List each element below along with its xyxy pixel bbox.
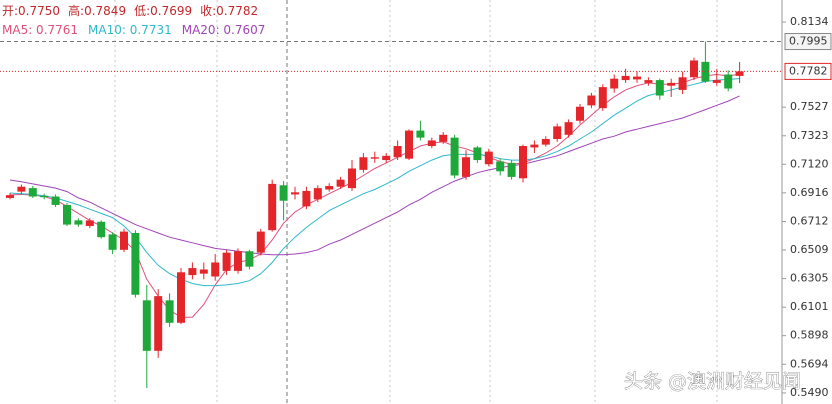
y-tick-label: 0.5898 [790,329,829,342]
candle-body [279,185,288,201]
candle-body [302,190,311,207]
candle-body [154,296,163,351]
candle-body [131,233,140,295]
candle-body [473,147,482,161]
candle-body [633,76,641,80]
y-tick-label: 0.6916 [790,186,829,199]
last-price-box [784,62,832,80]
candle-body [188,268,197,276]
y-tick-label: 0.5694 [790,357,829,370]
legend-entry: MA20: 0.7607 [182,23,266,37]
candle-body [598,87,607,109]
candle-body [268,183,277,231]
candle-body [63,204,71,225]
candle-body [427,140,436,147]
candle-body [17,186,26,192]
y-tick-label: 0.7120 [790,157,829,170]
candle-body [678,77,687,90]
candle-body [234,251,242,271]
candle-body [484,151,493,165]
ohlc-item: 收:0.7782 [200,4,258,18]
y-tick-label: 0.5490 [790,386,829,399]
watermark: 头条 @澳洲财经见闻 [624,371,801,393]
y-tick-label: 0.6712 [790,214,829,227]
y-tick-label: 0.6509 [790,243,829,256]
candle-body [553,126,562,140]
candle-body [120,231,128,250]
candle-body [74,220,83,225]
candle-body [245,251,254,267]
candle-body [256,231,265,253]
candle-body [211,262,220,277]
candle-body [28,188,37,197]
candle-body [85,220,94,226]
candle-body [393,146,402,158]
ma-line [9,95,740,256]
candle-body [576,106,584,121]
candle-body [735,71,744,76]
candle-body [496,161,505,172]
candle-body [655,80,664,96]
candle-body [519,146,527,179]
ma-line [9,78,740,287]
crosshair-price-box [784,33,832,51]
crosshair-price-label: 0.7995 [789,35,828,48]
candle-body [541,139,550,145]
candle-body [405,130,413,159]
legend-entry: MA10: 0.7731 [88,23,172,37]
candle-body [462,157,470,177]
candle-body [291,192,299,195]
candle-body [712,80,721,83]
y-tick-label: 0.6305 [790,272,829,285]
y-tick-label: 0.6101 [790,300,829,313]
candle-body [610,78,619,89]
y-tick-label: 0.8134 [790,15,829,28]
candle-body [690,60,698,78]
candle-body [97,221,106,238]
candle-body [359,157,368,170]
candle-body [325,186,334,190]
ohlc-item: 高:0.7849 [68,3,126,18]
candle-body [40,195,49,198]
candle-body [336,179,345,187]
legend-entry: MA5: 0.7761 [2,23,78,37]
candle-body [530,144,539,148]
ma-line [9,73,740,318]
candle-body [165,300,174,323]
candle-body [724,74,733,89]
candle-body [348,168,356,189]
candle-body [382,155,391,161]
ohlc-item: 开:0.7750 [2,4,60,18]
candle-body [51,196,60,205]
candle-body [621,75,630,81]
candle-body [6,195,14,198]
candle-body [587,95,596,106]
vertical-grid [114,0,718,404]
candle-body [177,272,185,323]
candle-body [313,188,322,200]
candle-body [667,82,676,86]
ma-legend: MA5: 0.7761 MA10: 0.7731 MA20: 0.7607 [2,23,265,37]
candle-body [507,162,516,177]
y-tick-label: 0.7323 [790,129,829,142]
candle-body [108,234,117,250]
ohlc-header: 开:0.7750 高:0.7849 低:0.7699 收:0.7782 [2,3,258,18]
candle-body [416,130,425,138]
candle-body [564,122,573,135]
candle-body [644,80,653,83]
last-price-label: 0.7782 [789,64,828,77]
y-tick-label: 0.7527 [790,100,829,113]
candle-body [450,137,459,176]
candle-body [370,157,379,159]
candle-body [199,269,208,274]
ohlc-item: 低:0.7699 [134,4,192,18]
candle-body [142,300,151,351]
candle-body [439,134,448,142]
candle-body [222,252,231,271]
